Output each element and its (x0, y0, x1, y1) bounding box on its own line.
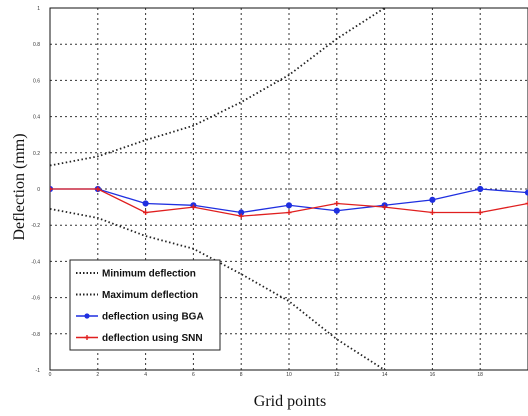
x-tick-label: 18 (477, 372, 483, 378)
bga-point (477, 185, 484, 193)
snn-point (334, 200, 340, 206)
bga-point (285, 202, 293, 209)
y-tick-label: 0.2 (33, 151, 40, 157)
y-tick-label: 0.4 (33, 115, 40, 121)
y-tick-label: 1 (37, 6, 40, 12)
bga-point (333, 207, 340, 214)
snn-point (238, 213, 244, 219)
x-tick-label: 10 (286, 372, 292, 378)
legend-label-2: deflection using BGA (102, 312, 204, 323)
legend: Minimum deflection Maximum deflection defl… (69, 259, 221, 351)
y-tick-label: -0.4 (31, 259, 40, 265)
legend-box (69, 259, 221, 351)
legend-label-3: deflection using SNN (102, 333, 203, 344)
series-line-1 (50, 8, 389, 167)
snn-point (50, 186, 53, 192)
x-tick-label: 0 (49, 372, 52, 378)
x-tick-label: 6 (192, 372, 195, 378)
bga-point (429, 196, 436, 203)
series-group (50, 8, 528, 370)
y-tick-label: 0.6 (33, 78, 40, 84)
legend-label-1: Maximum deflection (102, 290, 198, 301)
y-tick-label: 0 (37, 187, 40, 193)
x-tick-label: 2 (96, 372, 99, 378)
legend-label-0: Minimum deflection (102, 269, 196, 280)
snn-point (286, 210, 292, 216)
x-tick-label: 8 (240, 372, 243, 378)
snn-point (525, 200, 528, 206)
x-tick-label: 12 (334, 372, 340, 378)
y-tick-label: -0.2 (31, 223, 40, 229)
y-tick-label: -1 (36, 368, 41, 374)
snn-point (477, 210, 483, 216)
snn-point (382, 204, 388, 210)
legend-marker-3 (84, 335, 90, 340)
x-axis-title: Grid points (254, 393, 326, 410)
y-tick-label: -0.6 (31, 296, 40, 302)
snn-point (190, 204, 196, 210)
snn-point (143, 210, 149, 216)
y-axis-title: Deflection (mm) (11, 133, 28, 240)
bga-point (524, 189, 528, 196)
snn-point (95, 186, 101, 192)
y-tick-label: 0.8 (33, 42, 40, 48)
legend-marker-2 (84, 313, 90, 319)
x-tick-label: 14 (382, 372, 388, 378)
snn-point (429, 210, 435, 216)
x-tick-label: 16 (430, 372, 436, 378)
bga-point (142, 200, 149, 207)
y-tick-label: -0.8 (31, 332, 40, 338)
x-tick-label: 4 (144, 372, 147, 378)
